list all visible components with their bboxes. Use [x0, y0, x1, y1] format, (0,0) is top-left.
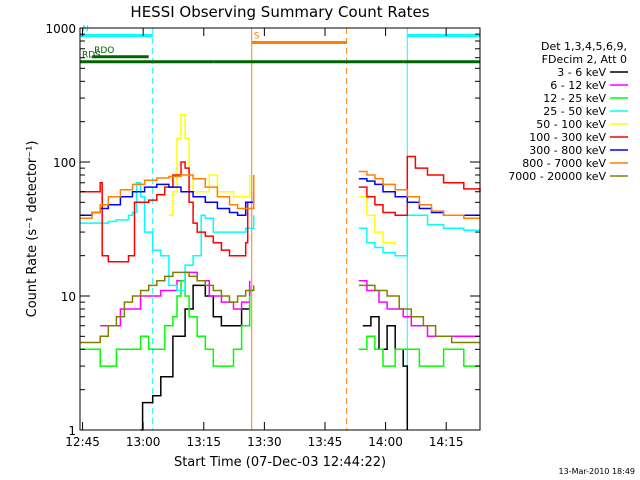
y-axis-label: Count Rate (s⁻¹ detector⁻¹)	[25, 141, 40, 318]
legend-entry-12-25-kev: 12 - 25 keV	[543, 92, 606, 105]
series-line-3-6-kev-1	[362, 316, 409, 430]
x-axis-ticks: 12:45 13:00 13:15 13:30 13:45 14:00 14:15	[65, 28, 463, 449]
x-tick-label-2: 13:15	[186, 435, 221, 449]
legend: Det 1,3,4,5,6,9,FDecim 2, Att 03 - 6 keV…	[508, 40, 628, 183]
flag-label-rdo: RDO	[94, 46, 114, 56]
legend-entry-25-50-kev: 25 - 50 keV	[543, 105, 606, 118]
series-line-12-25-kev-1	[358, 335, 480, 367]
legend-entry-100-300-kev: 100 - 300 keV	[529, 131, 606, 144]
series-line-7000-20000-kev-1	[358, 284, 480, 344]
x-tick-label-6: 14:15	[429, 435, 464, 449]
series-line-25-50-kev-0	[80, 182, 255, 292]
series-line-3-6-kev-0	[140, 284, 251, 431]
x-tick-label-3: 13:30	[247, 435, 282, 449]
series-line-6-12-kev-1	[358, 279, 480, 338]
legend-entry-50-100-kev: 50 - 100 keV	[536, 118, 606, 131]
legend-entry-6-12-kev: 6 - 12 keV	[550, 79, 606, 92]
x-tick-label-0: 12:45	[65, 435, 100, 449]
series-line-100-300-kev-0	[80, 161, 255, 263]
series-line-100-300-kev-1	[358, 155, 481, 217]
chart-title: HESSI Observing Summary Count Rates	[130, 3, 429, 21]
legend-header-0: Det 1,3,4,5,6,9,	[541, 40, 627, 53]
series-line-800-7000-kev-1	[358, 170, 480, 220]
footer-date: 13-Mar-2010 18:49	[559, 467, 636, 476]
x-axis-label: Start Time (07-Dec-03 12:44:22)	[174, 455, 386, 470]
y-tick-label-3: 1000	[45, 22, 76, 36]
legend-entry-800-7000-kev: 800 - 7000 keV	[522, 157, 606, 170]
y-axis-ticks: 1 10 100 1000	[45, 22, 480, 438]
x-tick-label-4: 13:45	[308, 435, 343, 449]
series-line-25-50-kev-1	[358, 214, 480, 257]
legend-header-1: FDecim 2, Att 0	[542, 53, 627, 66]
x-tick-label-1: 13:00	[126, 435, 161, 449]
series-line-12-25-kev-0	[80, 279, 251, 367]
y-tick-label-1: 10	[61, 290, 76, 304]
legend-entry-300-800-kev: 300 - 800 keV	[529, 144, 606, 157]
series-line-6-12-kev-0	[100, 271, 251, 327]
y-tick-label-0: 1	[68, 424, 76, 438]
series-line-50-100-kev-1	[358, 196, 396, 246]
flag-label-n: N	[82, 24, 89, 34]
y-tick-label-2: 100	[53, 156, 76, 170]
legend-entry-3-6-kev: 3 - 6 keV	[557, 66, 606, 79]
series-line-800-7000-kev-0	[80, 174, 255, 220]
plot-frame	[79, 27, 481, 431]
series-line-300-800-kev-0	[80, 183, 255, 217]
legend-entry-7000-20000-kev: 7000 - 20000 keV	[508, 170, 606, 183]
x-tick-label-5: 14:00	[368, 435, 403, 449]
flag-label-rds: RDS	[82, 51, 101, 61]
flag-label-s: S	[254, 31, 260, 41]
series-line-7000-20000-kev-0	[80, 271, 255, 344]
